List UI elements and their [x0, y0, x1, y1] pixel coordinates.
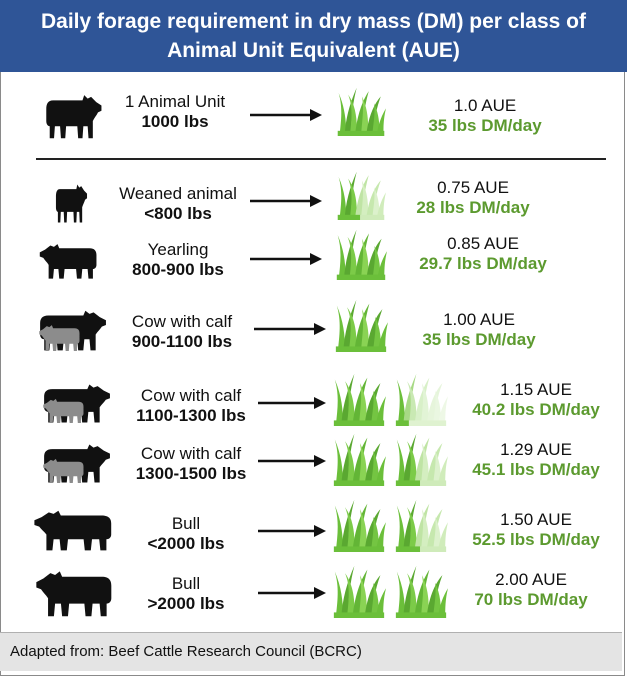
title-line-1: Daily forage requirement in dry mass (DM… — [41, 10, 586, 33]
bull-icon — [36, 571, 112, 617]
bull-icon — [34, 510, 112, 551]
row-4-weight: 900-1100 lbs — [131, 332, 233, 351]
arrow-icon — [250, 109, 322, 121]
row-2-aue: 0.75 AUE — [437, 178, 509, 197]
row-8-weight: >2000 lbs — [147, 594, 225, 613]
row-8-aue: 2.00 AUE — [495, 570, 567, 589]
calf-icon — [55, 184, 88, 223]
arrow-icon — [254, 323, 326, 335]
calf-icon — [39, 325, 80, 351]
row-1-weight: 1000 lbs — [141, 112, 209, 131]
grass-icon — [336, 229, 387, 280]
grass-partial-icon — [395, 499, 448, 552]
grass-icon — [335, 299, 388, 352]
grass-icon — [333, 373, 386, 426]
row-1-label: 1 Animal Unit — [124, 92, 226, 111]
grass-icon — [333, 499, 386, 552]
grass-partial-icon — [395, 433, 448, 486]
yearling-icon — [39, 244, 97, 279]
grass-icon — [395, 565, 448, 618]
row-3-label: Yearling — [147, 240, 209, 259]
grass-partial-icon — [395, 373, 448, 426]
row-4-aue: 1.00 AUE — [443, 310, 515, 329]
row-7-aue: 1.50 AUE — [500, 510, 572, 529]
title-banner: Daily forage requirement in dry mass (DM… — [0, 0, 627, 72]
row-6-aue: 1.29 AUE — [500, 440, 572, 459]
row-8-label: Bull — [171, 574, 201, 593]
row-8-dm: 70 lbs DM/day — [474, 590, 588, 609]
row-6-weight: 1300-1500 lbs — [135, 464, 247, 483]
grass-icon — [337, 171, 386, 220]
row-5-aue: 1.15 AUE — [500, 380, 572, 399]
row-3-weight: 800-900 lbs — [132, 260, 224, 279]
row-5-weight: 1100-1300 lbs — [136, 406, 246, 425]
row-4-dm: 35 lbs DM/day — [422, 330, 536, 349]
cow-icon — [46, 95, 102, 139]
row-1-aue: 1.0 AUE — [453, 96, 517, 115]
source-footer: Adapted from: Beef Cattle Research Counc… — [0, 632, 622, 671]
calf-icon — [43, 458, 84, 484]
arrow-icon — [250, 195, 322, 207]
arrow-icon — [258, 525, 326, 537]
calf-icon — [43, 398, 84, 424]
title-line-2: Animal Unit Equivalent (AUE) — [167, 39, 460, 62]
row-6-label: Cow with calf — [140, 444, 242, 463]
grass-icon — [337, 87, 386, 136]
divider — [36, 158, 606, 160]
row-6-dm: 45.1 lbs DM/day — [472, 460, 600, 479]
row-5-label: Cow with calf — [140, 386, 242, 405]
arrow-icon — [258, 587, 326, 599]
row-3-aue: 0.85 AUE — [447, 234, 519, 253]
row-2-label: Weaned animal — [119, 184, 237, 203]
arrow-icon — [250, 253, 322, 265]
arrow-icon — [258, 397, 326, 409]
row-2-dm: 28 lbs DM/day — [416, 198, 530, 217]
row-3-dm: 29.7 lbs DM/day — [419, 254, 547, 273]
grass-icon — [333, 565, 386, 618]
row-2-weight: <800 lbs — [144, 204, 212, 223]
row-7-weight: <2000 lbs — [147, 534, 225, 553]
row-1-dm: 35 lbs DM/day — [428, 116, 542, 135]
row-5-dm: 40.2 lbs DM/day — [472, 400, 600, 419]
grass-icon — [333, 433, 386, 486]
arrow-icon — [258, 455, 326, 467]
row-7-label: Bull — [171, 514, 201, 533]
row-4-label: Cow with calf — [131, 312, 233, 331]
row-7-dm: 52.5 lbs DM/day — [472, 530, 600, 549]
source-text: Adapted from: Beef Cattle Research Counc… — [10, 643, 362, 660]
